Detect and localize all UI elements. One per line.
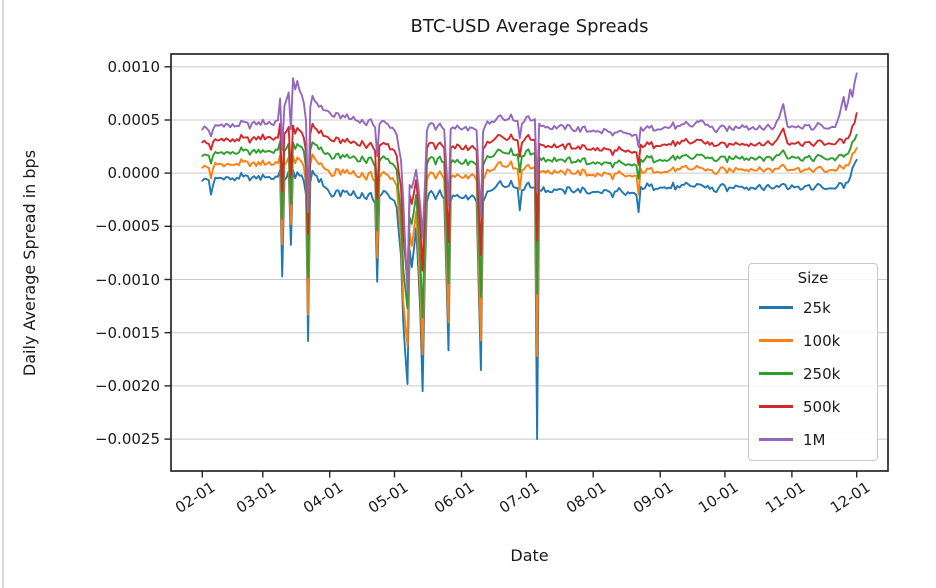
x-axis-label: Date [510, 546, 549, 565]
legend-line-swatch [759, 306, 793, 309]
y-tick-label: −0.0010 [94, 271, 160, 289]
legend: Size 25k 100k 250k 500k 1M [748, 263, 878, 461]
legend-entry: 250k [749, 357, 877, 390]
legend-entry: 100k [749, 324, 877, 357]
y-tick-label: 0.0005 [107, 111, 161, 129]
y-tick-label: −0.0015 [94, 324, 160, 342]
y-tick-label: −0.0020 [94, 377, 160, 395]
y-tick-label: −0.0005 [94, 217, 160, 235]
legend-label: 100k [803, 331, 841, 350]
y-axis-label: Daily Average Spread in bps [20, 149, 39, 377]
legend-entries: 25k 100k 250k 500k 1M [749, 291, 877, 456]
series-line-1M [201, 72, 858, 294]
legend-label: 1M [803, 430, 826, 449]
series-line-250k [201, 133, 858, 319]
legend-entry: 500k [749, 390, 877, 423]
legend-label: 250k [803, 364, 841, 383]
legend-line-swatch [759, 372, 793, 375]
series-line-25k [201, 158, 858, 441]
legend-label: 25k [803, 298, 831, 317]
y-tick-label: −0.0025 [94, 430, 160, 448]
window-left-edge [2, 0, 4, 588]
series-line-100k [201, 147, 858, 357]
legend-line-swatch [759, 405, 793, 408]
legend-entry: 1M [749, 423, 877, 456]
y-tick-label: 0.0010 [107, 58, 161, 76]
legend-line-swatch [759, 438, 793, 441]
y-tick-label: 0.0000 [107, 164, 161, 182]
legend-label: 500k [803, 397, 841, 416]
legend-line-swatch [759, 339, 793, 342]
series-line-500k [201, 112, 858, 285]
chart-title: BTC-USD Average Spreads [410, 16, 649, 37]
legend-entry: 25k [749, 291, 877, 324]
axes-frame [170, 53, 889, 472]
legend-title: Size [797, 269, 829, 287]
